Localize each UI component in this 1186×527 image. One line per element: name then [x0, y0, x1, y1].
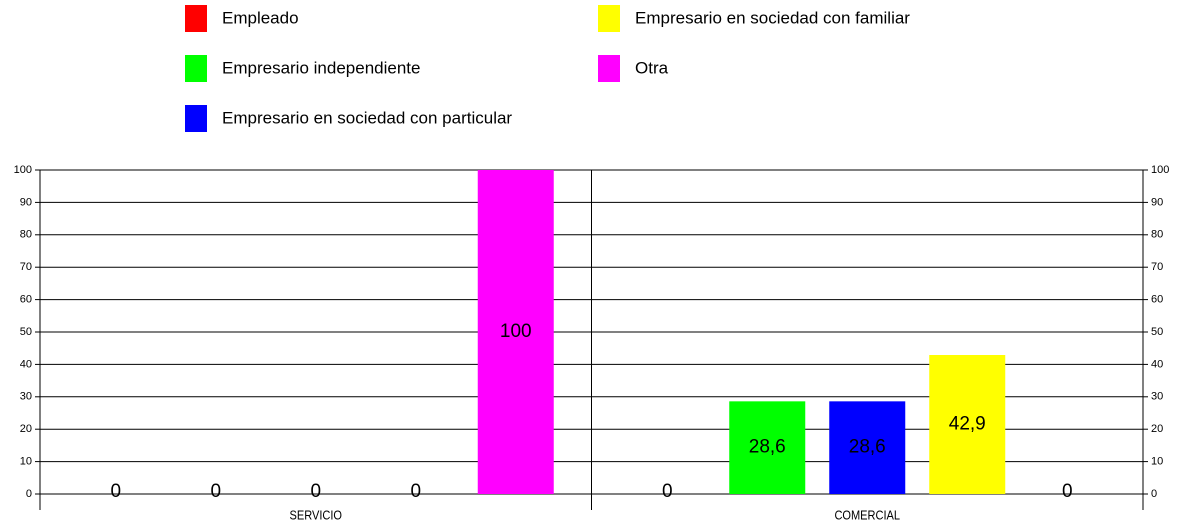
y-tick-label: 90: [20, 196, 32, 208]
y2-tick-label: 20: [1151, 423, 1163, 435]
y-tick-label: 100: [14, 164, 32, 176]
value-label: 0: [310, 481, 321, 502]
y-tick-label: 60: [20, 294, 32, 306]
y2-tick-label: 30: [1151, 391, 1163, 403]
value-label: 28,6: [849, 437, 886, 458]
value-label: 0: [662, 481, 673, 502]
legend-label: Empresario en sociedad con familiar: [635, 8, 910, 27]
value-label: 100: [500, 321, 532, 342]
legend-swatch: [185, 105, 207, 132]
y-tick-label: 10: [20, 456, 32, 468]
bar: [929, 355, 1006, 494]
y-tick-label: 80: [20, 229, 32, 241]
y2-tick-label: 100: [1151, 164, 1169, 176]
value-label: 0: [410, 481, 421, 502]
legend-label: Empresario en sociedad con particular: [222, 108, 512, 127]
value-label: 0: [210, 481, 221, 502]
legend-swatch: [185, 55, 207, 82]
y-tick-label: 50: [20, 326, 32, 338]
value-label: 0: [110, 481, 121, 502]
y2-tick-label: 50: [1151, 326, 1163, 338]
bar: [729, 401, 806, 494]
y2-tick-label: 40: [1151, 358, 1163, 370]
legend-swatch: [598, 55, 620, 82]
legend-label: Empresario independiente: [222, 58, 420, 77]
bar: [477, 170, 554, 494]
y-tick-label: 40: [20, 358, 32, 370]
y2-tick-label: 10: [1151, 456, 1163, 468]
y-tick-label: 20: [20, 423, 32, 435]
legend-label: Otra: [635, 58, 669, 77]
x-tick-label: SERVICIO: [289, 508, 342, 523]
legend-swatch: [185, 5, 207, 32]
y2-tick-label: 90: [1151, 196, 1163, 208]
value-label: 0: [1062, 481, 1073, 502]
legend-swatch: [598, 5, 620, 32]
value-label: 28,6: [749, 437, 786, 458]
y-tick-label: 0: [26, 488, 32, 500]
y2-tick-label: 60: [1151, 294, 1163, 306]
legend-label: Empleado: [222, 8, 299, 27]
y-tick-label: 70: [20, 261, 32, 273]
x-tick-label: COMERCIAL: [834, 508, 900, 523]
y-tick-label: 30: [20, 391, 32, 403]
y2-tick-label: 70: [1151, 261, 1163, 273]
bar: [829, 401, 906, 494]
y2-tick-label: 80: [1151, 229, 1163, 241]
value-label: 42,9: [949, 414, 986, 435]
y2-tick-label: 0: [1151, 488, 1157, 500]
